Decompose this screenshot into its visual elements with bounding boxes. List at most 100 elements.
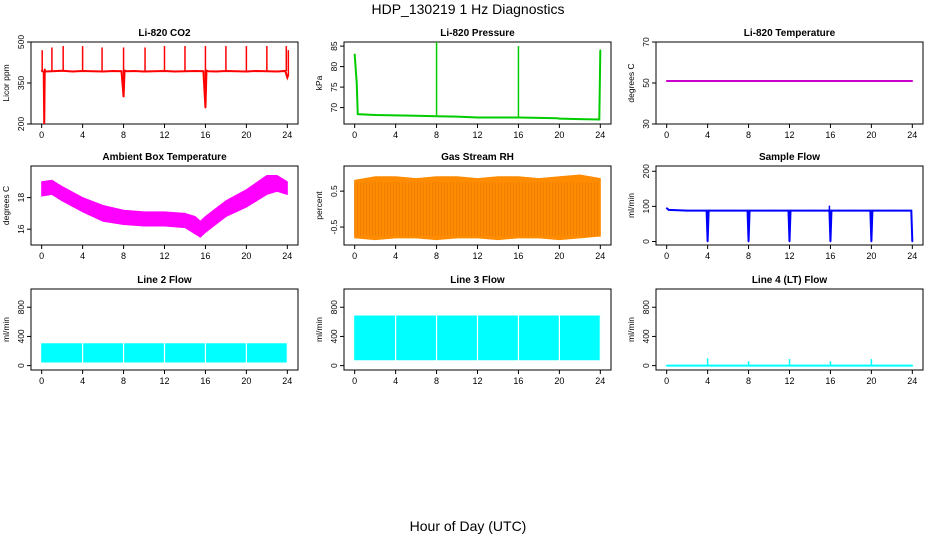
data-point bbox=[558, 117, 561, 120]
data-point bbox=[476, 116, 479, 119]
x-tick-label: 4 bbox=[80, 376, 85, 386]
y-tick-label: 70 bbox=[329, 103, 339, 113]
x-tick-label: 4 bbox=[393, 251, 398, 261]
x-tick-label: 8 bbox=[121, 251, 126, 261]
series-layer bbox=[41, 174, 288, 238]
x-tick-label: 16 bbox=[513, 130, 523, 140]
series-layer bbox=[665, 358, 914, 367]
x-tick-label: 4 bbox=[705, 251, 710, 261]
data-point bbox=[706, 240, 709, 243]
data-point bbox=[353, 53, 356, 56]
data-point bbox=[667, 209, 670, 211]
x-tick-label: 4 bbox=[80, 251, 85, 261]
x-tick-label: 12 bbox=[159, 251, 169, 261]
x-tick-label: 8 bbox=[121, 376, 126, 386]
y-axis-label: ml/min bbox=[314, 317, 324, 342]
x-tick-label: 16 bbox=[200, 251, 210, 261]
data-point bbox=[556, 117, 559, 120]
data-point bbox=[153, 70, 156, 73]
y-axis-label: degrees C bbox=[1, 186, 11, 225]
y-tick-label: 800 bbox=[16, 300, 26, 314]
data-point bbox=[665, 207, 668, 209]
panel-title: Li-820 Temperature bbox=[744, 28, 836, 39]
data-point bbox=[120, 70, 123, 73]
data-point bbox=[705, 209, 708, 212]
series-layer bbox=[665, 79, 914, 82]
data-point bbox=[415, 115, 417, 117]
y-tick-label: 75 bbox=[329, 82, 339, 92]
y-tick-label: 16 bbox=[16, 224, 26, 234]
data-point bbox=[850, 209, 852, 212]
panel-title: Line 3 Flow bbox=[450, 275, 505, 286]
data-point bbox=[788, 240, 791, 243]
y-tick-label: 400 bbox=[329, 329, 339, 343]
x-tick-label: 12 bbox=[784, 251, 794, 261]
x-tick-label: 0 bbox=[664, 130, 669, 140]
y-tick-label: 100 bbox=[641, 199, 651, 213]
y-tick-label: 85 bbox=[329, 41, 339, 51]
series-line bbox=[666, 207, 914, 242]
data-point bbox=[598, 118, 601, 121]
y-tick-label: 400 bbox=[641, 329, 651, 343]
x-tick-label: 20 bbox=[241, 130, 251, 140]
x-tick-label: 0 bbox=[352, 376, 357, 386]
y-tick-label: 80 bbox=[329, 62, 339, 72]
data-point bbox=[787, 209, 790, 212]
x-tick-label: 16 bbox=[513, 251, 523, 261]
y-tick-label: 18 bbox=[16, 193, 26, 203]
y-tick-label: 800 bbox=[641, 300, 651, 314]
y-axis-label: kPa bbox=[314, 75, 324, 90]
y-tick-label: 0 bbox=[641, 239, 651, 244]
x-tick-label: 0 bbox=[39, 251, 44, 261]
x-tick-label: 4 bbox=[80, 130, 85, 140]
data-point bbox=[214, 70, 217, 73]
figure-xlabel: Hour of Day (UTC) bbox=[409, 518, 527, 534]
y-tick-label: 200 bbox=[16, 117, 26, 131]
x-tick-label: 24 bbox=[595, 376, 605, 386]
y-tick-label: 70 bbox=[641, 37, 651, 47]
x-tick-label: 8 bbox=[121, 130, 126, 140]
y-tick-label: 500 bbox=[16, 35, 26, 49]
data-point bbox=[748, 209, 751, 212]
y-tick-label: 0 bbox=[16, 363, 26, 368]
x-tick-label: 16 bbox=[513, 376, 523, 386]
data-point bbox=[44, 70, 47, 73]
data-point bbox=[132, 70, 135, 72]
data-point bbox=[538, 117, 540, 119]
x-tick-label: 12 bbox=[784, 376, 794, 386]
data-point bbox=[194, 70, 197, 72]
x-tick-label: 24 bbox=[595, 251, 605, 261]
panel-title: Line 4 (LT) Flow bbox=[752, 275, 828, 286]
y-tick-label: -0.5 bbox=[329, 219, 339, 234]
series-layer bbox=[665, 205, 914, 243]
x-tick-label: 0 bbox=[352, 130, 357, 140]
data-point bbox=[42, 71, 45, 73]
panel-5: Gas Stream RH percent 0 4 8 12 16 20 24 -0.5 0.5 bbox=[314, 152, 612, 261]
series-layer bbox=[40, 46, 290, 124]
data-point bbox=[869, 209, 872, 212]
data-point bbox=[707, 209, 710, 212]
x-tick-label: 24 bbox=[595, 130, 605, 140]
data-point bbox=[686, 209, 688, 212]
data-point bbox=[202, 70, 205, 73]
panel-9: Line 4 (LT) Flow ml/min 0 4 8 12 16 20 24 0 400 800 bbox=[626, 275, 924, 386]
y-axis-label: percent bbox=[314, 191, 324, 220]
x-tick-label: 24 bbox=[282, 376, 292, 386]
data-point bbox=[374, 114, 376, 116]
x-tick-label: 16 bbox=[825, 130, 835, 140]
x-tick-label: 12 bbox=[472, 130, 482, 140]
x-tick-label: 24 bbox=[907, 376, 917, 386]
panel-1: Li-820 CO2 Licor ppm 0 4 8 12 16 20 24 200 350 500 bbox=[1, 28, 299, 140]
x-tick-label: 12 bbox=[784, 130, 794, 140]
x-tick-label: 4 bbox=[705, 130, 710, 140]
data-point bbox=[727, 209, 729, 212]
plot-frame bbox=[343, 41, 612, 125]
series-line bbox=[353, 50, 602, 121]
x-tick-label: 8 bbox=[434, 130, 439, 140]
data-point bbox=[355, 82, 358, 84]
data-point bbox=[789, 209, 792, 212]
x-tick-label: 16 bbox=[200, 130, 210, 140]
x-tick-label: 4 bbox=[705, 376, 710, 386]
x-tick-label: 12 bbox=[472, 251, 482, 261]
